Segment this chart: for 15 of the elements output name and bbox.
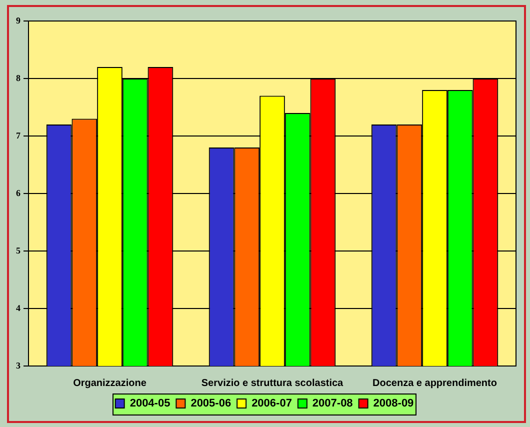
y-tick-label: 8 (16, 72, 21, 83)
legend-label: 2004-05 (130, 398, 170, 410)
x-tick-label: Organizzazione (73, 378, 147, 389)
y-tick-label: 9 (16, 15, 21, 26)
y-tick-label: 7 (16, 130, 21, 140)
y-tick-label: 6 (16, 188, 21, 198)
x-tick-label: Servizio e struttura scolastica (201, 378, 344, 389)
x-tick-label: Docenza e apprendimento (372, 378, 497, 389)
legend-label: 2007-08 (312, 398, 353, 410)
legend-label: 2006-07 (252, 398, 292, 410)
y-tick-label: 3 (16, 360, 21, 370)
legend-label: 2008-09 (373, 398, 414, 410)
y-tick-label: 5 (16, 245, 21, 256)
y-tick-label: 4 (16, 302, 21, 313)
legend-label: 2005-06 (190, 398, 232, 410)
